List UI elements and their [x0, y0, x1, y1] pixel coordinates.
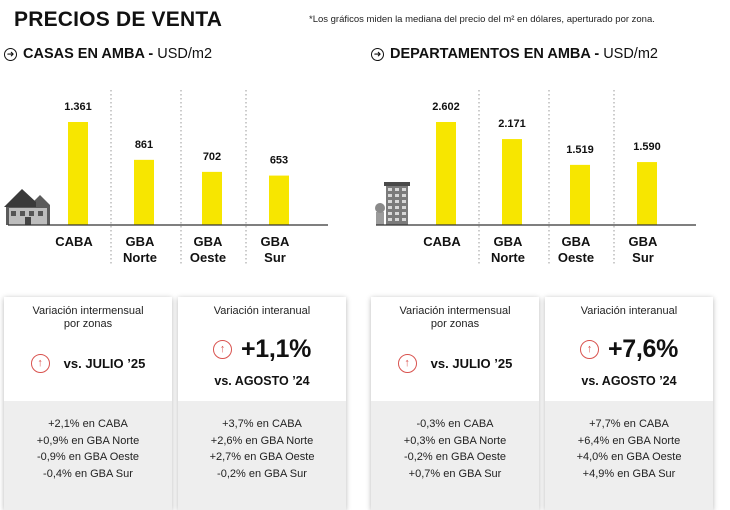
arrow-right-icon: ➜	[371, 47, 384, 61]
category-label: GBA	[629, 234, 659, 249]
card-label: Variación interanual	[213, 305, 311, 317]
bar-3	[637, 162, 657, 225]
footnote: *Los gráficos miden la mediana del preci…	[309, 14, 655, 25]
card-vs: vs. JULIO ’25	[63, 356, 146, 371]
card-value: +1,1%	[240, 335, 312, 363]
card-departamentos-interanual: Variación interanual ↑ +7,6% vs. AGOSTO …	[545, 297, 713, 510]
card-vs: vs. JULIO ’25	[430, 356, 513, 371]
category-label: Sur	[632, 250, 654, 265]
breakdown-line: -0,2% en GBA Sur	[217, 467, 307, 480]
value-label: 702	[203, 151, 221, 163]
breakdown-line: +0,7% en GBA Sur	[408, 467, 502, 480]
card-casas-interanual: Variación interanual ↑ +1,1% vs. AGOSTO …	[178, 297, 346, 510]
breakdown-line: -0,2% en GBA Oeste	[403, 451, 507, 463]
breakdown-line: +2,7% en GBA Oeste	[209, 451, 315, 463]
section-title-departamentos: ➜ DEPARTAMENTOS EN AMBA - USD/m2	[371, 46, 658, 62]
bar-1	[134, 159, 154, 225]
card-vs: vs. AGOSTO ’24	[581, 374, 677, 388]
section-unit: USD/m2	[157, 46, 213, 62]
card-breakdown: +3,7% en CABA +2,6% en GBA Norte +2,7% e…	[178, 401, 346, 510]
bar-0	[68, 122, 88, 225]
breakdown-line: +2,6% en GBA Norte	[210, 434, 314, 447]
bar-0	[436, 122, 456, 225]
breakdown-line: -0,3% en CABA	[416, 418, 494, 430]
value-label: 653	[270, 155, 288, 167]
category-label: GBA	[126, 234, 156, 249]
value-label: 1.590	[633, 141, 661, 153]
category-label: Norte	[123, 250, 157, 265]
breakdown-line: +4,9% en GBA Sur	[582, 467, 676, 480]
value-label: 2.602	[432, 101, 460, 113]
arrow-up-icon: ↑	[30, 354, 50, 373]
category-label: Sur	[264, 250, 286, 265]
arrow-up-icon: ↑	[579, 340, 599, 359]
card-label: Variación interanual	[580, 305, 678, 317]
value-label: 1.361	[64, 101, 92, 113]
bar-2	[570, 164, 590, 225]
bar-1	[502, 139, 522, 225]
breakdown-line: +2,1% en CABA	[48, 418, 128, 430]
section-unit: USD/m2	[603, 46, 658, 62]
section-title-text: DEPARTAMENTOS EN AMBA -	[390, 46, 600, 62]
category-label: Norte	[491, 250, 525, 265]
breakdown-line: +3,7% en CABA	[222, 418, 302, 430]
card-vs: vs. AGOSTO ’24	[214, 374, 310, 388]
chart-casas: 1.361 CABA 861 GBA Norte 702 GBA Oeste 653 GBA Sur	[0, 84, 340, 274]
category-label: Oeste	[558, 250, 594, 265]
breakdown-line: +0,9% en GBA Norte	[36, 434, 140, 447]
card-breakdown: +7,7% en CABA +6,4% en GBA Norte +4,0% e…	[545, 401, 713, 510]
arrow-right-icon: ➜	[4, 47, 17, 61]
arrow-up-icon: ↑	[397, 354, 417, 373]
value-label: 1.519	[566, 144, 594, 156]
category-label: GBA	[562, 234, 592, 249]
breakdown-line: -0,4% en GBA Sur	[43, 467, 133, 480]
chart-departamentos-svg: 2.602CABA2.171GBANorte1.519GBAOeste1.590…	[375, 90, 696, 265]
section-title-text: CASAS EN AMBA -	[23, 46, 154, 62]
category-label: GBA	[261, 234, 291, 249]
category-label: GBA	[494, 234, 524, 249]
house-icon	[4, 189, 50, 225]
building-icon	[375, 182, 410, 225]
category-label: CABA	[55, 234, 93, 249]
page-title: PRECIOS DE VENTA	[14, 8, 223, 31]
card-label: Variación intermensual por zonas	[399, 305, 511, 330]
card-departamentos-intermensual: Variación intermensual por zonas ↑ vs. J…	[371, 297, 539, 510]
value-label: 861	[135, 139, 153, 151]
card-value: +7,6%	[607, 335, 679, 363]
chart-departamentos: 2.602 CABA 2.171 GBA Norte 1.519 GBA Oeste 1.590…	[368, 84, 708, 274]
card-casas-intermensual: Variación intermensual por zonas ↑ vs. J…	[4, 297, 172, 510]
card-label: Variación intermensual por zonas	[32, 305, 144, 330]
breakdown-line: +0,3% en GBA Norte	[403, 434, 507, 447]
value-label: 2.171	[498, 118, 526, 130]
card-breakdown: -0,3% en CABA +0,3% en GBA Norte -0,2% e…	[371, 401, 539, 510]
breakdown-line: -0,9% en GBA Oeste	[36, 451, 140, 463]
arrow-up-icon: ↑	[212, 340, 232, 359]
section-title-casas: ➜ CASAS EN AMBA - USD/m2	[4, 46, 212, 62]
category-label: Oeste	[190, 250, 226, 265]
breakdown-line: +4,0% en GBA Oeste	[576, 451, 682, 463]
card-breakdown: +2,1% en CABA +0,9% en GBA Norte -0,9% e…	[4, 401, 172, 510]
bar-2	[202, 171, 222, 225]
breakdown-line: +7,7% en CABA	[589, 418, 669, 430]
category-label: GBA	[194, 234, 224, 249]
category-label: CABA	[423, 234, 461, 249]
bar-3	[269, 175, 289, 225]
breakdown-line: +6,4% en GBA Norte	[577, 434, 681, 447]
